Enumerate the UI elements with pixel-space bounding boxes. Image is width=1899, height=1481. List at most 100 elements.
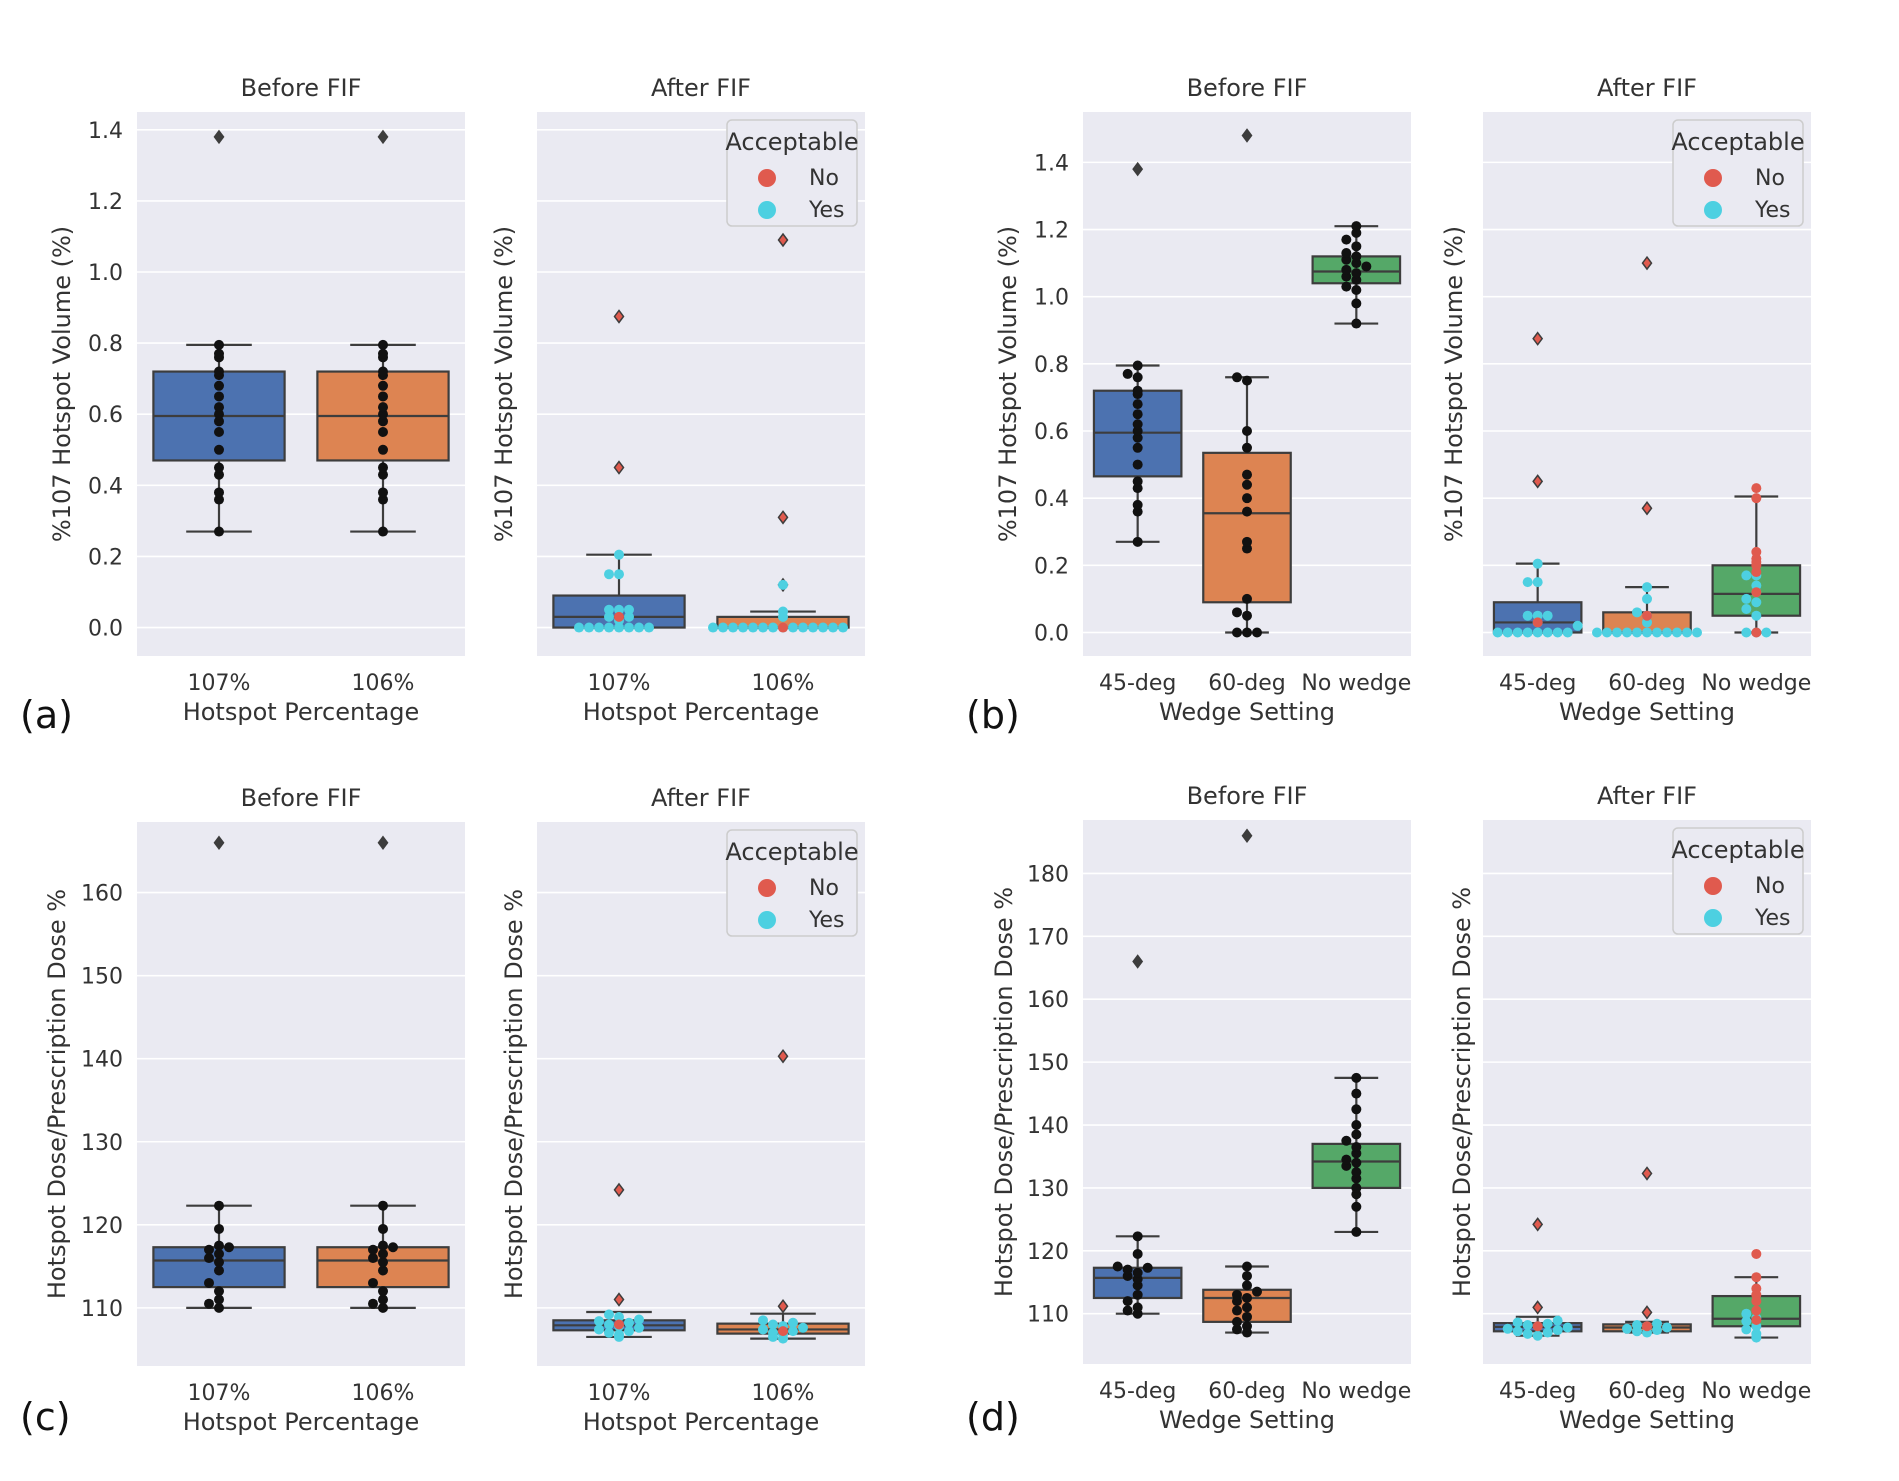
legend-title: Acceptable — [1671, 128, 1804, 156]
data-point-yes — [838, 622, 848, 633]
data-point-no — [778, 1326, 788, 1337]
data-point — [214, 1265, 224, 1276]
data-point-no — [1751, 1272, 1762, 1283]
x-tick-label: 106% — [352, 671, 415, 696]
data-point — [1132, 399, 1143, 410]
data-point-yes — [1522, 1320, 1533, 1331]
data-point-yes — [748, 622, 758, 633]
data-point-yes — [1512, 1317, 1523, 1328]
x-tick-label: 45-deg — [1499, 671, 1576, 696]
outlier-marker — [377, 835, 389, 851]
legend-label-no: No — [809, 166, 839, 191]
axes-panel-0-after: %107 Hotspot Volume (%) After FIF 107% 106%… — [490, 74, 865, 726]
subplot-title: Before FIF — [1187, 782, 1308, 810]
x-axis-label: Hotspot Percentage — [183, 698, 420, 726]
data-point — [378, 380, 388, 391]
y-tick-label: 1.0 — [1034, 286, 1069, 311]
outlier-marker — [777, 232, 789, 248]
data-point — [1351, 251, 1362, 262]
panel-label: (d) — [966, 1395, 1020, 1439]
data-point — [214, 1223, 224, 1234]
data-point-yes — [1642, 582, 1652, 593]
y-tick-label: 0.2 — [88, 545, 123, 570]
data-point — [204, 1277, 214, 1288]
y-axis-label: Hotspot Dose/Prescription Dose % — [990, 887, 1018, 1297]
data-point-yes — [1532, 1330, 1543, 1341]
data-point — [1232, 627, 1242, 638]
data-point — [1242, 426, 1252, 437]
data-point — [378, 1257, 388, 1268]
data-point-yes — [634, 622, 644, 633]
x-tick-label: 107% — [588, 1381, 651, 1406]
y-tick-label: 130 — [81, 1131, 123, 1156]
x-tick-label: 60-deg — [1608, 671, 1685, 696]
y-tick-label: 160 — [81, 882, 123, 907]
data-point — [1242, 375, 1252, 386]
data-point — [1351, 1182, 1362, 1193]
data-point-no — [1751, 546, 1762, 557]
y-tick-label: 180 — [1027, 862, 1069, 887]
data-point — [1351, 221, 1362, 232]
data-point-yes — [738, 622, 748, 633]
data-point-yes — [1542, 1327, 1553, 1338]
data-point-yes — [1562, 1322, 1573, 1333]
data-point — [378, 444, 388, 455]
data-point-no — [778, 622, 788, 633]
data-point-yes — [604, 622, 614, 633]
x-tick-label: 45-deg — [1099, 671, 1176, 696]
data-point-yes — [818, 622, 828, 633]
data-point-yes — [624, 1326, 634, 1337]
data-point — [378, 1294, 388, 1305]
data-point-yes — [1522, 577, 1533, 588]
legend-label-no: No — [809, 876, 839, 901]
data-point — [368, 1253, 378, 1264]
panel-label: (a) — [20, 693, 73, 737]
legend-label-yes: Yes — [1754, 198, 1791, 223]
data-point-no — [1751, 1248, 1762, 1259]
data-point — [1232, 372, 1242, 383]
data-point — [1242, 536, 1252, 547]
y-axis-label: %107 Hotspot Volume (%) — [994, 226, 1022, 542]
data-point — [214, 494, 224, 505]
data-point-yes — [1751, 610, 1762, 621]
data-point — [1132, 1289, 1143, 1300]
data-point-yes — [1502, 1323, 1513, 1334]
y-tick-label: 140 — [81, 1048, 123, 1073]
data-point — [1242, 1261, 1252, 1272]
data-point — [1132, 1248, 1143, 1259]
data-point — [1232, 607, 1242, 618]
outlier-marker — [1241, 128, 1253, 143]
data-point — [1112, 1261, 1123, 1272]
data-point-yes — [1741, 1308, 1752, 1319]
data-point-yes — [634, 1314, 644, 1325]
data-point — [1351, 268, 1362, 279]
data-point — [1132, 499, 1143, 510]
y-axis-label: Hotspot Dose/Prescription Dose % — [1448, 887, 1476, 1297]
data-point — [214, 348, 224, 359]
data-point — [1341, 1135, 1352, 1146]
data-point — [1132, 419, 1143, 430]
legend-marker-yes — [1704, 909, 1722, 927]
legend-label-yes: Yes — [1754, 906, 1791, 931]
data-point — [378, 1200, 388, 1211]
x-axis-label: Wedge Setting — [1559, 698, 1735, 726]
data-point-yes — [604, 569, 614, 580]
data-point — [378, 348, 388, 359]
data-point — [1132, 1267, 1143, 1278]
data-point-yes — [1741, 627, 1752, 638]
data-point-yes — [1622, 1323, 1632, 1334]
legend-title: Acceptable — [1671, 836, 1804, 864]
data-point-yes — [1741, 1316, 1752, 1327]
data-point — [1122, 368, 1133, 379]
data-point-yes — [1542, 1318, 1553, 1329]
y-tick-label: 150 — [81, 965, 123, 990]
x-axis-label: Wedge Setting — [1159, 1406, 1335, 1434]
data-point-yes — [1532, 627, 1543, 638]
data-point — [378, 1286, 388, 1297]
legend-marker-no — [1704, 877, 1722, 895]
data-point — [1132, 372, 1143, 383]
legend-box — [1672, 119, 1804, 227]
data-point-yes — [1751, 597, 1762, 608]
data-point — [1232, 1289, 1242, 1300]
